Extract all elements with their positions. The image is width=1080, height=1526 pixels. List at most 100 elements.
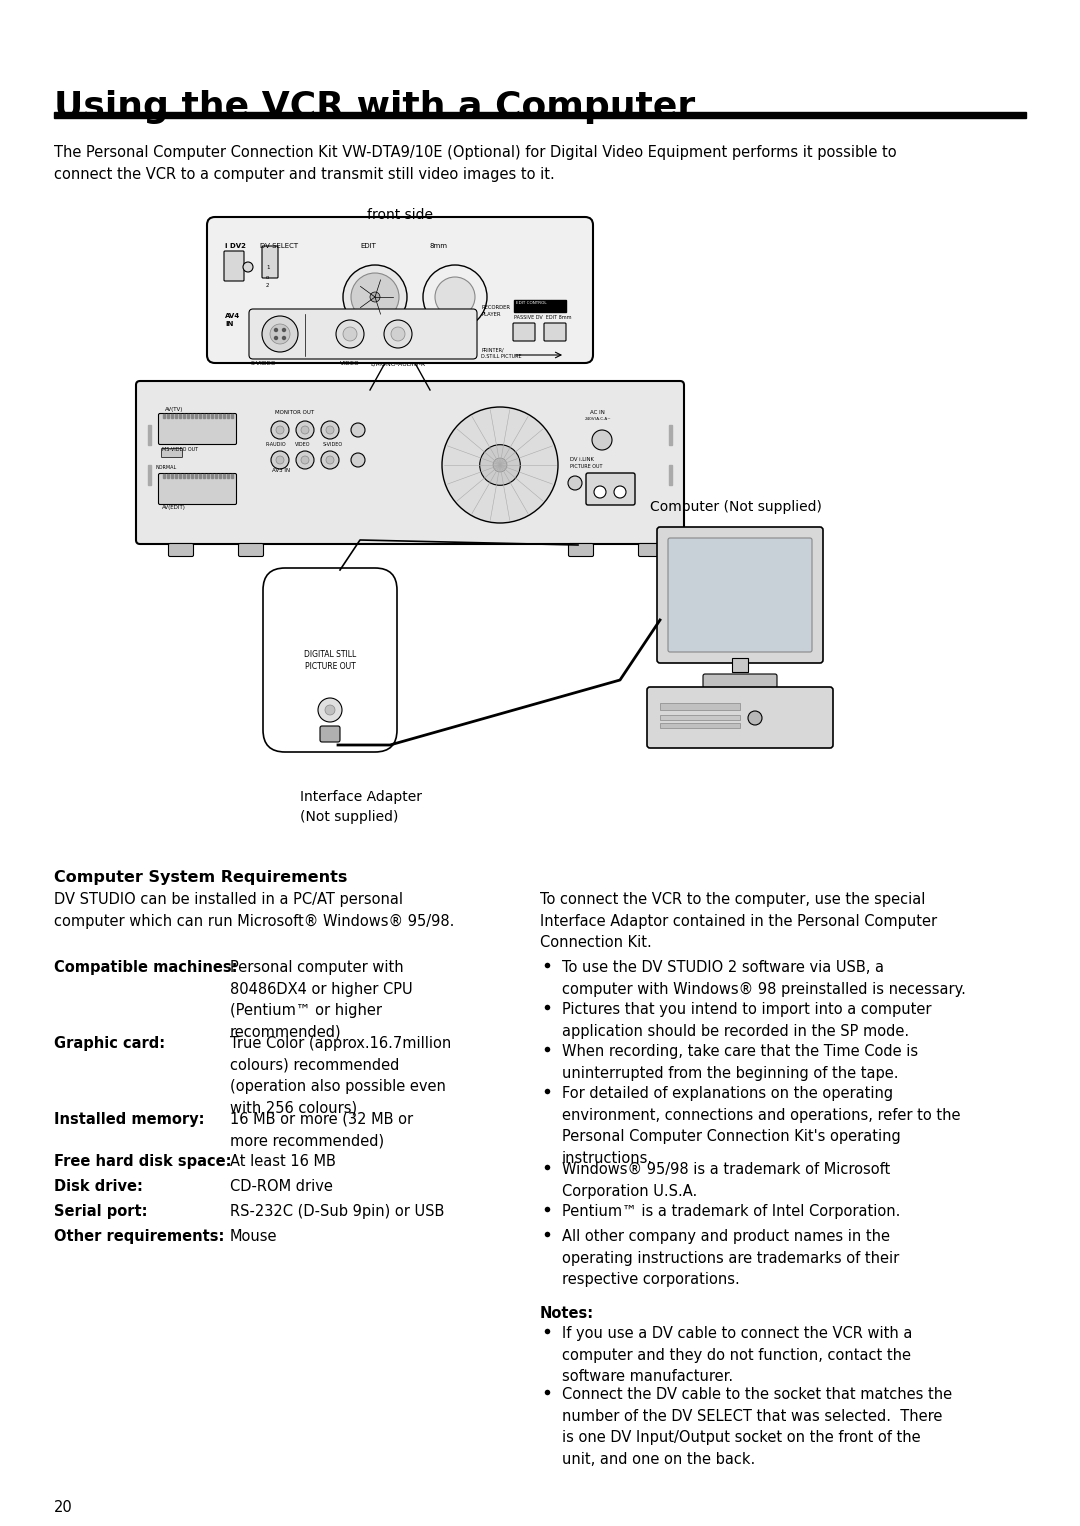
Circle shape xyxy=(494,458,507,472)
Bar xyxy=(669,426,672,446)
Bar xyxy=(222,475,225,478)
FancyBboxPatch shape xyxy=(159,414,237,444)
Text: Pictures that you intend to import into a computer
application should be recorde: Pictures that you intend to import into … xyxy=(562,1003,931,1039)
FancyBboxPatch shape xyxy=(224,250,244,281)
Circle shape xyxy=(615,485,626,497)
Circle shape xyxy=(442,407,558,523)
FancyBboxPatch shape xyxy=(168,543,193,557)
Circle shape xyxy=(243,262,253,272)
Text: AV(TV): AV(TV) xyxy=(165,407,184,412)
FancyBboxPatch shape xyxy=(586,473,635,505)
Text: For detailed of explanations on the operating
environment, connections and opera: For detailed of explanations on the oper… xyxy=(562,1087,960,1166)
Circle shape xyxy=(276,456,284,464)
Bar xyxy=(199,414,201,418)
Bar xyxy=(163,414,165,418)
Bar xyxy=(203,475,205,478)
Bar xyxy=(211,414,213,418)
Text: DV STUDIO can be installed in a PC/AT personal
computer which can run Microsoft®: DV STUDIO can be installed in a PC/AT pe… xyxy=(54,893,455,929)
Circle shape xyxy=(351,273,399,320)
Text: PASSIVE DV  EDIT 8mm: PASSIVE DV EDIT 8mm xyxy=(514,314,571,320)
Text: EDIT CONTROL: EDIT CONTROL xyxy=(516,301,546,305)
FancyBboxPatch shape xyxy=(262,246,278,278)
Bar xyxy=(231,414,233,418)
Text: AV(EDIT): AV(EDIT) xyxy=(162,505,186,510)
Circle shape xyxy=(592,430,612,450)
Circle shape xyxy=(271,421,289,439)
Circle shape xyxy=(435,278,475,317)
Text: DV i.LINK: DV i.LINK xyxy=(570,456,594,462)
Bar xyxy=(148,426,151,446)
Text: To use the DV STUDIO 2 software via USB, a
computer with Windows® 98 preinstalle: To use the DV STUDIO 2 software via USB,… xyxy=(562,960,966,996)
Text: Personal computer with
80486DX4 or higher CPU
(Pentium™ or higher
recommended): Personal computer with 80486DX4 or highe… xyxy=(230,960,413,1039)
Circle shape xyxy=(480,444,521,485)
Text: Windows® 95/98 is a trademark of Microsoft
Corporation U.S.A.: Windows® 95/98 is a trademark of Microso… xyxy=(562,1161,890,1198)
Text: S-VIDEO: S-VIDEO xyxy=(323,443,343,447)
Circle shape xyxy=(321,421,339,439)
Circle shape xyxy=(296,452,314,468)
Text: 8mm: 8mm xyxy=(430,243,448,249)
Text: 1: 1 xyxy=(266,266,270,270)
Text: Interface Adapter
(Not supplied): Interface Adapter (Not supplied) xyxy=(300,790,422,824)
Bar xyxy=(171,475,173,478)
Bar xyxy=(148,465,151,485)
FancyBboxPatch shape xyxy=(568,543,594,557)
Bar xyxy=(514,301,566,311)
FancyBboxPatch shape xyxy=(703,674,777,688)
Bar xyxy=(167,475,168,478)
FancyBboxPatch shape xyxy=(320,726,340,742)
Circle shape xyxy=(391,327,405,340)
FancyBboxPatch shape xyxy=(162,449,183,458)
Bar xyxy=(187,475,189,478)
Text: Pentium™ is a trademark of Intel Corporation.: Pentium™ is a trademark of Intel Corpora… xyxy=(562,1204,901,1219)
Text: 16 MB or more (32 MB or
more recommended): 16 MB or more (32 MB or more recommended… xyxy=(230,1112,414,1149)
Circle shape xyxy=(343,266,407,330)
Bar xyxy=(175,475,177,478)
Circle shape xyxy=(321,452,339,468)
Bar xyxy=(195,475,197,478)
Circle shape xyxy=(301,456,309,464)
Text: Notes:: Notes: xyxy=(540,1306,594,1322)
Text: front side: front side xyxy=(367,208,433,221)
Text: Installed memory:: Installed memory: xyxy=(54,1112,204,1128)
Bar xyxy=(171,414,173,418)
Bar xyxy=(167,414,168,418)
Text: Disk drive:: Disk drive: xyxy=(54,1180,143,1193)
Circle shape xyxy=(283,328,285,331)
Text: L/MONO-AUDIO-R: L/MONO-AUDIO-R xyxy=(370,362,426,366)
Text: Free hard disk space:: Free hard disk space: xyxy=(54,1154,231,1169)
Text: Using the VCR with a Computer: Using the VCR with a Computer xyxy=(54,90,696,124)
Circle shape xyxy=(325,705,335,716)
Circle shape xyxy=(271,452,289,468)
Circle shape xyxy=(326,456,334,464)
Bar xyxy=(183,414,185,418)
FancyBboxPatch shape xyxy=(544,324,566,340)
Circle shape xyxy=(336,320,364,348)
FancyBboxPatch shape xyxy=(669,539,812,652)
FancyBboxPatch shape xyxy=(159,473,237,505)
Circle shape xyxy=(326,426,334,433)
FancyBboxPatch shape xyxy=(249,308,477,359)
Bar xyxy=(215,475,217,478)
FancyBboxPatch shape xyxy=(239,543,264,557)
FancyBboxPatch shape xyxy=(647,687,833,748)
Bar xyxy=(207,475,210,478)
Text: o: o xyxy=(266,275,269,279)
Text: If you use a DV cable to connect the VCR with a
computer and they do not functio: If you use a DV cable to connect the VCR… xyxy=(562,1326,913,1384)
Bar xyxy=(175,414,177,418)
Bar xyxy=(179,475,181,478)
Text: R-AUDIO: R-AUDIO xyxy=(265,443,285,447)
Text: Compatible machines:: Compatible machines: xyxy=(54,960,238,975)
Text: EDIT: EDIT xyxy=(360,243,376,249)
Bar xyxy=(219,475,221,478)
FancyBboxPatch shape xyxy=(136,382,684,543)
FancyBboxPatch shape xyxy=(264,568,397,752)
Bar xyxy=(203,414,205,418)
FancyBboxPatch shape xyxy=(657,526,823,662)
Text: Mouse: Mouse xyxy=(230,1228,278,1244)
Text: RS-232C (D-Sub 9pin) or USB: RS-232C (D-Sub 9pin) or USB xyxy=(230,1204,444,1219)
Text: MS-VIDEO OUT: MS-VIDEO OUT xyxy=(162,447,198,452)
Circle shape xyxy=(274,337,278,339)
Bar xyxy=(227,414,229,418)
Bar xyxy=(222,414,225,418)
Bar xyxy=(179,414,181,418)
